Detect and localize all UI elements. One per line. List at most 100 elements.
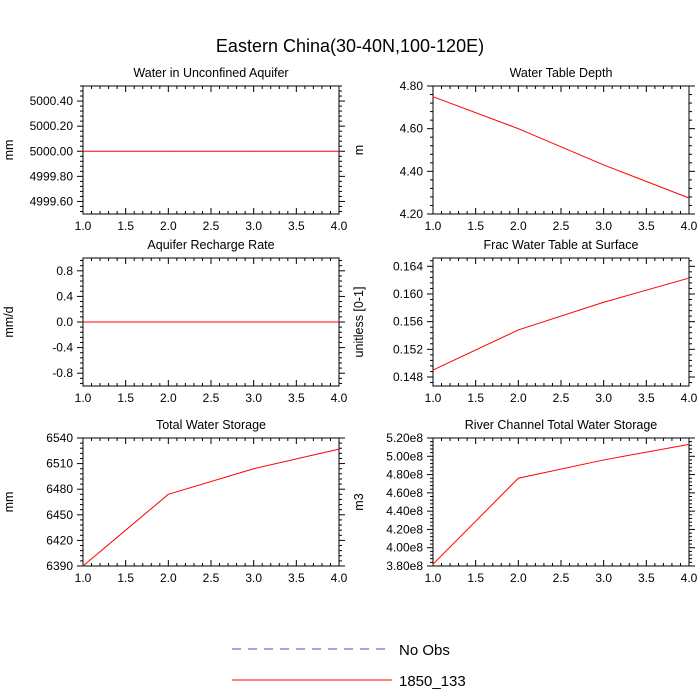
data-point bbox=[167, 150, 169, 152]
plot-frame bbox=[432, 85, 690, 215]
chart-panel-3: Aquifer Recharge Rate mm/d 1.0 1.5 2.0 2.5 3.0… bbox=[2, 238, 348, 405]
plot-frame bbox=[82, 85, 340, 215]
data-point bbox=[517, 329, 519, 331]
y-tick-label: 4999.80 bbox=[30, 169, 74, 183]
y-tick-label: 5000.00 bbox=[30, 144, 74, 158]
data-point bbox=[517, 477, 519, 479]
x-tick-label: 3.0 bbox=[245, 571, 262, 585]
y-tick-label: 3.80e8 bbox=[386, 559, 423, 573]
series-line bbox=[432, 96, 690, 199]
y-tick-label: 6390 bbox=[46, 559, 73, 573]
x-tick-label: 1.0 bbox=[425, 391, 442, 405]
plot-frame bbox=[432, 437, 690, 567]
x-tick-label: 2.5 bbox=[203, 571, 220, 585]
data-point bbox=[82, 321, 84, 323]
x-tick-label: 2.0 bbox=[160, 571, 177, 585]
y-tick-label: 4.40 bbox=[400, 164, 424, 178]
y-tick-label: 6510 bbox=[46, 457, 73, 471]
x-tick-label: 1.5 bbox=[117, 219, 134, 233]
y-tick-label: 0.0 bbox=[56, 315, 73, 329]
y-tick-label: 4999.60 bbox=[30, 194, 74, 208]
figure-title: Eastern China(30-40N,100-120E) bbox=[216, 36, 484, 56]
y-tick-label: 5000.40 bbox=[30, 94, 74, 108]
y-tick-label: 4.60 bbox=[400, 122, 424, 136]
x-tick-label: 3.0 bbox=[245, 391, 262, 405]
data-point bbox=[253, 468, 255, 470]
data-point bbox=[253, 150, 255, 152]
plot-frame bbox=[82, 437, 340, 567]
y-tick-label: 5.00e8 bbox=[386, 449, 423, 463]
y-tick-label: 5.20e8 bbox=[386, 431, 423, 445]
chart-panel-5: Total Water Storage mm 1.0 1.5 2.0 2.5 3.0 3.5 4… bbox=[2, 418, 348, 585]
data-point bbox=[603, 164, 605, 166]
x-tick-label: 3.5 bbox=[288, 219, 305, 233]
y-tick-label: 4.20 bbox=[400, 207, 424, 221]
data-point bbox=[432, 563, 434, 565]
x-tick-label: 2.5 bbox=[203, 391, 220, 405]
y-tick-label: 0.156 bbox=[393, 315, 423, 329]
x-tick-label: 3.0 bbox=[595, 571, 612, 585]
chart-panel-4: Frac Water Table at Surface unitless [0-1… bbox=[352, 238, 698, 405]
x-tick-label: 2.0 bbox=[160, 391, 177, 405]
y-tick-label: 0.4 bbox=[56, 289, 73, 303]
y-tick-label: 0.164 bbox=[393, 259, 423, 273]
x-tick-label: 2.0 bbox=[510, 219, 527, 233]
panel-title: Frac Water Table at Surface bbox=[484, 238, 639, 252]
x-tick-label: 1.0 bbox=[75, 219, 92, 233]
y-axis-label: mm bbox=[2, 492, 16, 513]
data-point bbox=[338, 321, 340, 323]
x-tick-label: 3.5 bbox=[638, 219, 655, 233]
x-tick-label: 2.5 bbox=[203, 219, 220, 233]
x-tick-label: 3.0 bbox=[595, 391, 612, 405]
series-line bbox=[432, 277, 690, 371]
y-tick-label: 6450 bbox=[46, 508, 73, 522]
y-tick-label: 4.00e8 bbox=[386, 541, 423, 555]
x-tick-label: 4.0 bbox=[681, 571, 698, 585]
y-tick-label: 4.60e8 bbox=[386, 486, 423, 500]
data-point bbox=[432, 369, 434, 371]
data-point bbox=[82, 565, 84, 567]
data-point bbox=[603, 459, 605, 461]
x-tick-label: 1.5 bbox=[467, 219, 484, 233]
y-axis-label: m bbox=[352, 145, 366, 155]
x-tick-label: 1.5 bbox=[467, 391, 484, 405]
data-point bbox=[253, 321, 255, 323]
y-axis-label: mm/d bbox=[2, 306, 16, 337]
x-tick-label: 4.0 bbox=[331, 571, 348, 585]
y-tick-label: 6540 bbox=[46, 431, 73, 445]
x-tick-label: 2.5 bbox=[553, 219, 570, 233]
x-tick-label: 4.0 bbox=[331, 219, 348, 233]
y-tick-label: 5000.20 bbox=[30, 119, 74, 133]
data-point bbox=[167, 321, 169, 323]
x-tick-label: 1.0 bbox=[425, 219, 442, 233]
x-tick-label: 2.0 bbox=[510, 391, 527, 405]
data-point bbox=[688, 197, 690, 199]
panel-title: Water Table Depth bbox=[510, 66, 613, 80]
panel-title: Aquifer Recharge Rate bbox=[147, 238, 274, 252]
data-point bbox=[167, 493, 169, 495]
y-tick-label: 0.152 bbox=[393, 342, 423, 356]
panel-title: Total Water Storage bbox=[156, 418, 266, 432]
panel-title: River Channel Total Water Storage bbox=[465, 418, 658, 432]
y-tick-label: 0.148 bbox=[393, 370, 423, 384]
x-tick-label: 1.0 bbox=[75, 391, 92, 405]
data-point bbox=[432, 96, 434, 98]
x-tick-label: 1.5 bbox=[117, 391, 134, 405]
panels: Water in Unconfined Aquifer mm 1.0 1.5 2.0 2.… bbox=[2, 66, 698, 585]
y-axis-label: mm bbox=[2, 140, 16, 161]
x-tick-label: 1.5 bbox=[117, 571, 134, 585]
series-line bbox=[82, 448, 340, 567]
y-tick-label: 0.8 bbox=[56, 264, 73, 278]
y-tick-label: 4.80e8 bbox=[386, 468, 423, 482]
x-tick-label: 2.0 bbox=[510, 571, 527, 585]
chart-panel-6: River Channel Total Water Storage m3 1.0 1.… bbox=[352, 418, 698, 585]
x-tick-label: 1.0 bbox=[425, 571, 442, 585]
y-axis-label: unitless [0-1] bbox=[352, 287, 366, 358]
chart-panel-1: Water in Unconfined Aquifer mm 1.0 1.5 2.0 2.… bbox=[2, 66, 348, 233]
x-tick-label: 2.0 bbox=[160, 219, 177, 233]
y-tick-label: 4.40e8 bbox=[386, 504, 423, 518]
y-tick-label: 6480 bbox=[46, 482, 73, 496]
x-tick-label: 3.5 bbox=[638, 391, 655, 405]
legend: No Obs 1850_133 bbox=[232, 642, 466, 690]
